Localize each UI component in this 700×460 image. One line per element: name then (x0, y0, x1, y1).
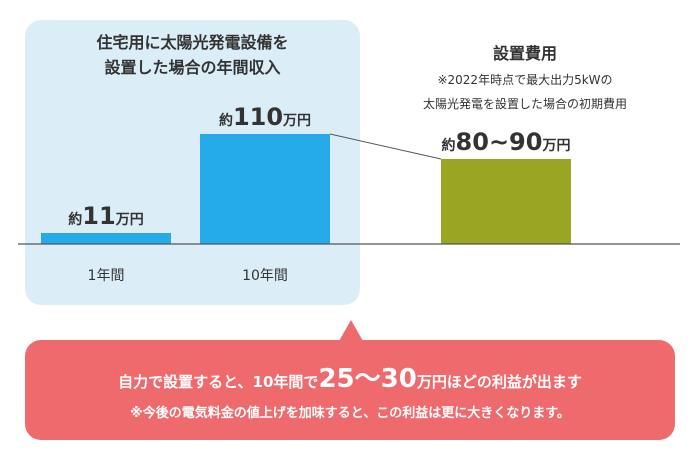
bar-chart: 約11万円 1年間 約110万円 10年間 約80~90万円 (18, 103, 680, 284)
bar-value-label-3: 約80~90万円 (442, 128, 571, 156)
callout-main-text: 自力で設置すると、10年間で25～30万円ほどの利益が出ます (25, 358, 675, 395)
bar-value-label-2: 約110万円 (219, 103, 311, 131)
callout-pointer (339, 320, 363, 341)
callout-main-prefix: 自力で設置すると、10年間で (118, 373, 319, 391)
category-label-2: 10年間 (242, 268, 288, 284)
callout-main-suffix: 万円ほどの利益が出ます (416, 373, 582, 391)
callout-note: ※今後の電気料金の値上げを加味すると、この利益は更に大きくなります。 (130, 406, 570, 421)
bar-1 (41, 233, 171, 244)
income-panel-title: 住宅用に太陽光発電設備を 設置した場合の年間収入 (96, 33, 289, 77)
bar-value-label-1: 約11万円 (68, 202, 143, 230)
category-label-1: 1年間 (88, 268, 125, 284)
bar-3 (441, 159, 571, 244)
cost-title: 設置費用 (492, 44, 557, 63)
bar-2 (200, 134, 330, 244)
profit-callout: 自力で設置すると、10年間で25～30万円ほどの利益が出ます ※今後の電気料金の… (25, 340, 675, 440)
cost-note: ※2022年時点で最大出力5kWの 太陽光発電を設置した場合の初期費用 (422, 73, 627, 111)
callout-main-highlight: 25～30 (318, 364, 417, 394)
comparison-connector-line (329, 133, 442, 160)
